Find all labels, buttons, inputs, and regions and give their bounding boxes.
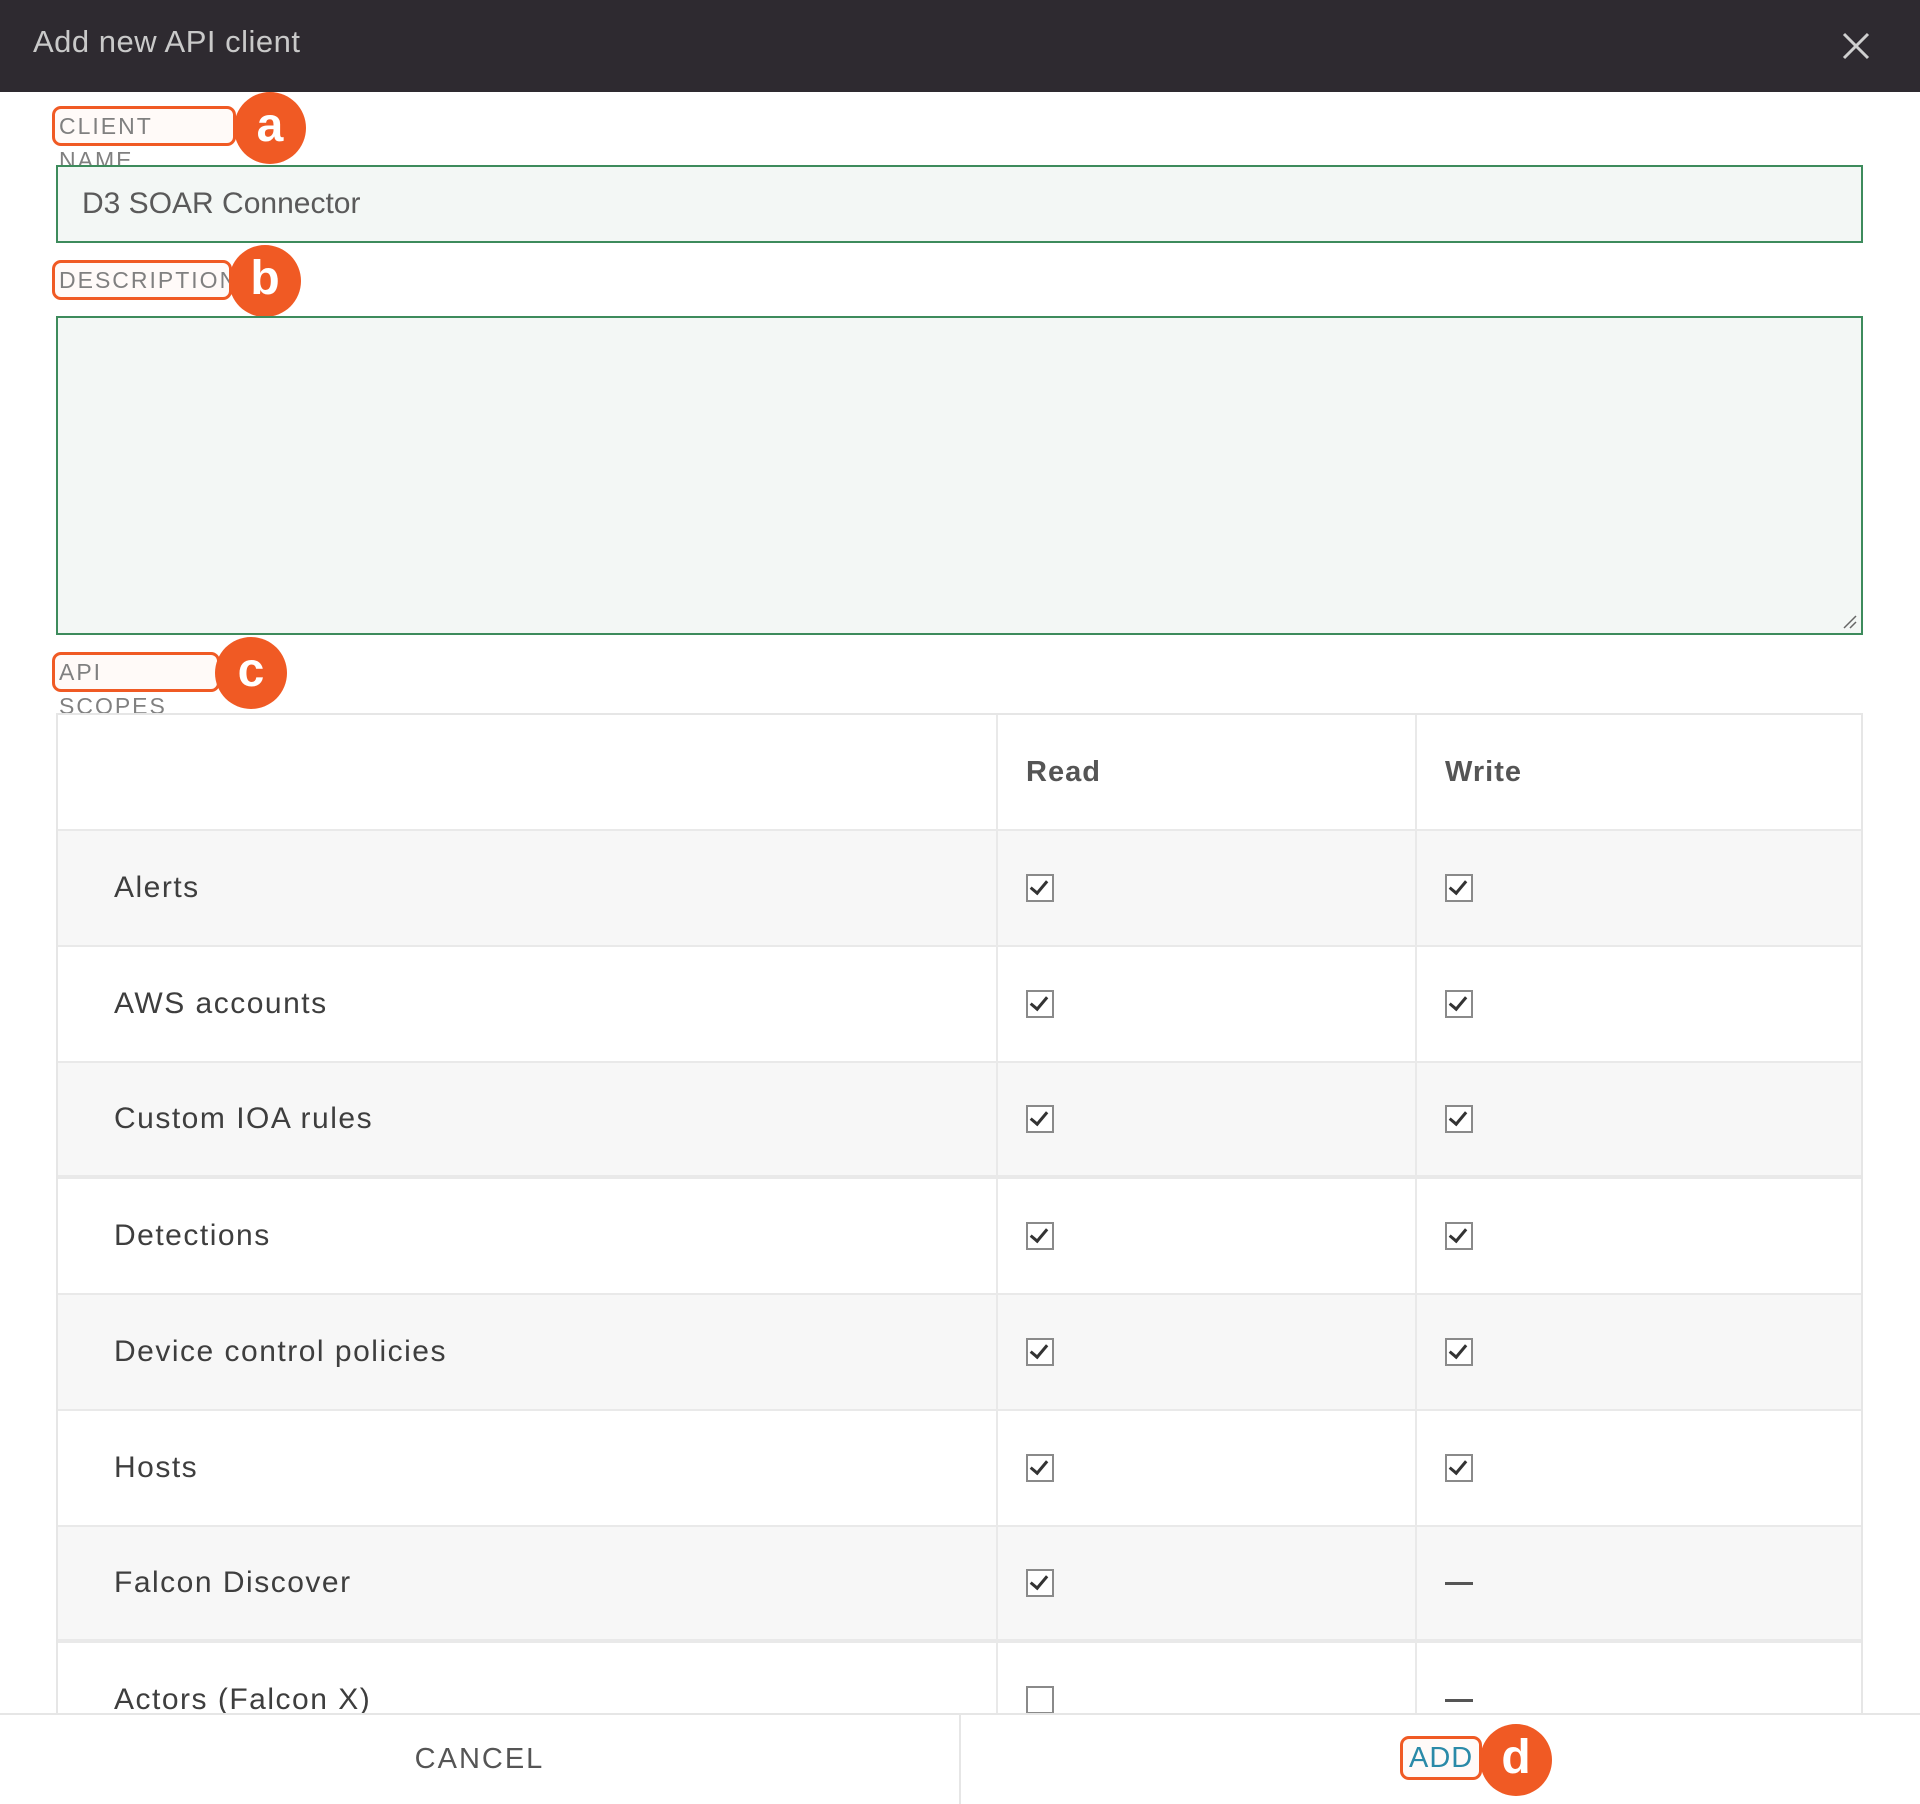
write-cell [1417,1063,1861,1175]
write-cell [1417,1411,1861,1525]
table-row: Falcon Discover [58,1527,1861,1643]
read-checkbox[interactable] [1026,1105,1054,1133]
read-cell [998,831,1417,945]
write-checkbox[interactable] [1445,1454,1473,1482]
dialog-title: Add new API client [33,24,301,59]
dialog-footer: CANCEL [0,1713,1920,1804]
table-row: Hosts [58,1411,1861,1527]
scope-name: Falcon Discover [58,1527,998,1639]
resize-handle-icon[interactable] [1842,614,1858,630]
write-checkbox[interactable] [1445,1222,1473,1250]
table-row: Detections [58,1179,1861,1295]
cancel-button[interactable]: CANCEL [0,1715,961,1804]
scope-name: Hosts [58,1411,998,1525]
read-cell [998,1295,1417,1409]
read-checkbox[interactable] [1026,1686,1054,1713]
header-scope [58,715,998,829]
read-checkbox[interactable] [1026,1222,1054,1250]
read-checkbox[interactable] [1026,1454,1054,1482]
client-name-label: CLIENT NAME [52,106,236,173]
table-row: Device control policies [58,1295,1861,1411]
scope-name: Detections [58,1179,998,1293]
api-scopes-label: API SCOPES [52,652,220,719]
table-header-row: Read Write [58,715,1861,831]
read-cell [998,1527,1417,1639]
header-read: Read [998,715,1417,829]
table-row: Custom IOA rules [58,1063,1861,1179]
annotation-badge-b: b [229,245,301,317]
close-icon[interactable] [1838,28,1874,64]
read-checkbox[interactable] [1026,874,1054,902]
scope-name: AWS accounts [58,947,998,1061]
read-checkbox[interactable] [1026,990,1054,1018]
read-cell [998,947,1417,1061]
annotation-badge-a: a [234,92,306,164]
read-checkbox[interactable] [1026,1338,1054,1366]
write-checkbox[interactable] [1445,1105,1473,1133]
table-row: Alerts [58,831,1861,947]
client-name-input[interactable] [56,165,1863,243]
write-checkbox[interactable] [1445,874,1473,902]
read-cell [998,1179,1417,1293]
read-cell [998,1063,1417,1175]
not-applicable-dash [1445,1698,1473,1702]
write-cell [1417,1527,1861,1639]
write-cell [1417,1295,1861,1409]
description-textarea[interactable] [56,316,1863,635]
add-button[interactable]: ADD [1400,1736,1483,1780]
write-cell [1417,947,1861,1061]
annotation-badge-d: d [1480,1724,1552,1796]
write-cell [1417,831,1861,945]
read-cell [998,1411,1417,1525]
scope-name: Alerts [58,831,998,945]
api-scopes-table[interactable]: Read Write Alerts AWS accounts Custom IOA … [56,713,1863,1713]
write-checkbox[interactable] [1445,1338,1473,1366]
read-cell [998,1643,1417,1713]
scope-name: Custom IOA rules [58,1063,998,1175]
table-row: Actors (Falcon X) [58,1643,1861,1713]
header-write: Write [1445,755,1522,788]
write-cell [1417,1643,1861,1713]
not-applicable-dash [1445,1581,1473,1585]
table-row: AWS accounts [58,947,1861,1063]
annotation-badge-c: c [215,637,287,709]
write-cell [1417,1179,1861,1293]
scope-name: Device control policies [58,1295,998,1409]
dialog-header: Add new API client [0,0,1920,92]
scope-name: Actors (Falcon X) [58,1643,998,1713]
description-label: DESCRIPTION [52,260,236,300]
write-checkbox[interactable] [1445,990,1473,1018]
read-checkbox[interactable] [1026,1569,1054,1597]
